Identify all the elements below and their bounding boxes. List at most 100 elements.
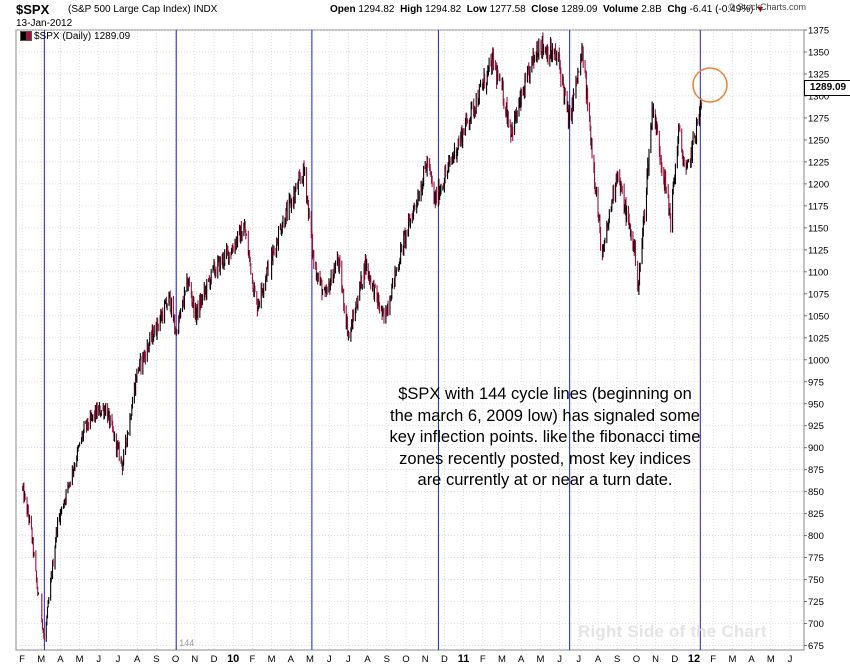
x-tick-label: M [37, 654, 45, 665]
annotation-line: are currently at or near a turn date. [417, 471, 673, 489]
y-tick-label: 900 [808, 443, 824, 454]
x-tick-label: F [249, 654, 255, 665]
x-tick-label: A [134, 654, 141, 665]
x-tick-label: D [671, 654, 678, 665]
brand-label: © StockCharts.com [728, 2, 806, 12]
y-tick-label: 1175 [808, 201, 828, 212]
close-label: Close [531, 4, 559, 15]
legend-text: $SPX (Daily) 1289.09 [34, 31, 131, 42]
open-label: Open [330, 4, 356, 15]
y-tick-label: 950 [808, 399, 824, 410]
x-tick-label: M [498, 654, 506, 665]
y-tick-label: 1100 [808, 267, 828, 278]
y-tick-label: 1025 [808, 333, 829, 344]
x-tick-label: S [614, 654, 620, 665]
x-tick-label: M [767, 654, 775, 665]
x-tick-label: F [710, 654, 716, 665]
annotation-line: the march 6, 2009 low) has signaled some [389, 406, 700, 425]
x-tick-label: N [191, 654, 198, 665]
y-tick-label: 750 [808, 575, 824, 586]
y-tick-label: 1125 [808, 245, 828, 256]
x-tick-label: 10 [227, 653, 239, 665]
legend-swatch-icon [20, 31, 32, 42]
x-tick-label: F [19, 654, 25, 665]
y-tick-label: 1350 [808, 47, 829, 58]
x-tick-label: M [268, 654, 276, 665]
y-tick-label: 1250 [808, 135, 829, 146]
open-value: 1294.82 [358, 4, 395, 15]
symbol-title: $SPX [16, 2, 50, 17]
x-tick-label: M [76, 654, 84, 665]
x-tick-label: O [172, 654, 179, 665]
symbol-description: (S&P 500 Large Cap Index) INDX [68, 4, 218, 15]
x-tick-label: S [153, 654, 159, 665]
x-tick-label: A [57, 654, 64, 665]
y-tick-label: 1150 [808, 223, 828, 234]
x-tick-label: N [652, 654, 659, 665]
x-tick-label: J [576, 654, 581, 665]
y-tick-label: 1000 [808, 355, 829, 366]
x-tick-label: 11 [458, 653, 470, 665]
x-tick-label: J [116, 654, 121, 665]
x-tick-label: F [480, 654, 486, 665]
volume-label: Volume [603, 4, 639, 15]
y-tick-label: 800 [808, 531, 824, 542]
y-tick-label: 1325 [808, 69, 829, 80]
last-price-tag: 1289.09 [804, 80, 850, 96]
x-tick-label: D [441, 654, 448, 665]
x-tick-label: M [306, 654, 314, 665]
y-tick-label: 975 [808, 377, 824, 388]
close-value: 1289.09 [561, 4, 598, 15]
chart-date: 13-Jan-2012 [16, 18, 73, 29]
y-tick-label: 675 [808, 641, 824, 652]
annotation-line: $SPX with 144 cycle lines (beginning on [398, 385, 692, 403]
x-tick-label: A [748, 654, 755, 665]
annotation-line: key inflection points. like the fibonacc… [389, 428, 701, 446]
chart-annotation: $SPX with 144 cycle lines (beginning on t… [350, 384, 740, 492]
y-tick-label: 1275 [808, 113, 829, 124]
ohlc-readout: Open 1294.82 High 1294.82 Low 1277.58 Cl… [330, 4, 765, 15]
x-tick-label: J [327, 654, 332, 665]
low-value: 1277.58 [489, 4, 526, 15]
y-tick-label: 850 [808, 487, 824, 498]
chg-value: -6.41 (-0.49%) [689, 4, 754, 15]
turn-date-circle [692, 67, 728, 103]
x-tick-label: J [788, 654, 793, 665]
y-tick-label: 875 [808, 465, 824, 476]
low-label: Low [466, 4, 487, 15]
y-tick-label: 700 [808, 619, 824, 630]
annotation-line: zones recently posted, most key indices [399, 449, 691, 468]
series-legend: $SPX (Daily) 1289.09 [20, 31, 130, 42]
x-tick-label: J [557, 654, 562, 665]
x-tick-label: A [595, 654, 602, 665]
chg-label: Chg [667, 4, 687, 15]
cycle-count-label: 144 [179, 638, 194, 648]
y-tick-label: 725 [808, 597, 824, 608]
high-label: High [400, 4, 423, 15]
volume-value: 2.8B [641, 4, 662, 15]
x-tick-label: O [633, 654, 640, 665]
y-tick-label: 1225 [808, 157, 829, 168]
y-tick-label: 1075 [808, 289, 829, 300]
x-tick-label: A [288, 654, 295, 665]
y-tick-label: 1200 [808, 179, 829, 190]
x-tick-label: M [728, 654, 736, 665]
y-tick-label: 925 [808, 421, 824, 432]
high-value: 1294.82 [425, 4, 462, 15]
y-tick-label: 1300 [808, 91, 829, 102]
y-tick-label: 1375 [808, 26, 829, 37]
y-tick-label: 825 [808, 509, 824, 520]
x-tick-label: S [384, 654, 390, 665]
y-tick-label: 775 [808, 553, 824, 564]
watermark: Right Side of the Chart [578, 622, 767, 641]
x-tick-label: A [364, 654, 371, 665]
x-tick-label: J [346, 654, 351, 665]
down-triangle-icon: ▼ [753, 4, 765, 14]
x-tick-label: M [536, 654, 544, 665]
x-tick-label: O [402, 654, 409, 665]
x-tick-label: N [422, 654, 429, 665]
plot-frame [15, 29, 805, 651]
x-tick-label: D [211, 654, 218, 665]
